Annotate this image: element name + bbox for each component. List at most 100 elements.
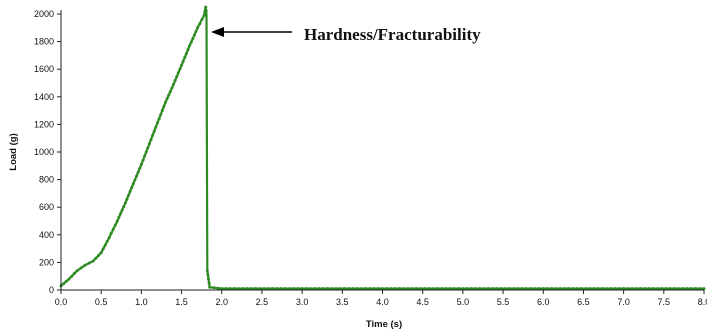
data-point [300, 287, 304, 291]
data-point [131, 182, 135, 186]
data-point [474, 287, 478, 291]
data-point [592, 287, 596, 291]
data-point [212, 286, 216, 290]
data-point [254, 287, 258, 291]
x-tick-label: 1.5 [175, 297, 188, 307]
data-point [198, 22, 202, 26]
data-point [681, 287, 685, 291]
data-point [200, 18, 204, 21]
data-point [537, 287, 541, 291]
data-point [103, 243, 107, 247]
data-point [672, 287, 676, 291]
data-point [287, 287, 291, 291]
y-tick-label: 1600 [34, 64, 54, 74]
x-tick-label: 7.0 [617, 297, 630, 307]
data-point [503, 287, 507, 291]
data-point [202, 13, 206, 17]
data-point [444, 287, 448, 291]
data-point [258, 287, 262, 291]
data-point [541, 287, 545, 291]
data-point [402, 287, 406, 291]
data-point [469, 287, 473, 291]
data-point [304, 287, 308, 291]
data-point [279, 287, 283, 291]
data-point [292, 287, 296, 291]
x-tick-label: 5.0 [457, 297, 470, 307]
data-point [271, 287, 274, 291]
data-point [180, 63, 184, 67]
data-point [698, 287, 702, 291]
data-point [486, 287, 490, 291]
data-point [368, 287, 372, 291]
data-point [567, 287, 571, 291]
data-point [410, 287, 414, 291]
data-point [159, 113, 163, 117]
y-tick-label: 1800 [34, 37, 54, 47]
series-line-0 [60, 6, 704, 290]
x-tick-label: 5.5 [497, 297, 510, 307]
y-tick-label: 1000 [34, 147, 54, 157]
data-point [188, 44, 192, 48]
data-point [101, 247, 105, 251]
data-point [144, 150, 148, 154]
data-point [109, 231, 113, 235]
data-point [381, 287, 384, 291]
data-point [647, 287, 651, 291]
data-point [128, 190, 132, 193]
data-point [431, 287, 435, 291]
data-point [448, 287, 452, 291]
data-point [122, 205, 126, 209]
data-point [393, 287, 397, 291]
x-axis-ticks: 0.0 0.5 1.0 1.5 2.0 2.5 3.0 3.5 4.0 4.5 5.0 5.5 6.0 6… [55, 290, 707, 307]
data-point [117, 215, 121, 219]
x-tick-label: 4.0 [376, 297, 389, 307]
data-point [113, 223, 117, 227]
data-point [702, 287, 706, 291]
data-point [175, 75, 179, 79]
data-point [685, 287, 689, 291]
data-point [436, 287, 439, 291]
data-point [283, 287, 287, 291]
data-point [207, 281, 211, 285]
data-point [204, 9, 208, 13]
x-tick-label: 8.0 [698, 297, 707, 307]
data-point [191, 37, 195, 41]
data-point [465, 287, 469, 291]
data-point [364, 287, 368, 291]
data-point [617, 287, 621, 291]
data-point [173, 79, 177, 82]
data-point [677, 287, 681, 291]
data-point [596, 287, 600, 291]
data-point [141, 158, 145, 162]
y-axis-label: Load (g) [8, 133, 19, 170]
data-point [120, 208, 124, 212]
data-point [461, 287, 465, 291]
data-point [656, 287, 659, 291]
data-point [668, 287, 672, 291]
x-axis-label: Time (s) [366, 319, 402, 330]
data-point [571, 287, 575, 291]
y-tick-label: 800 [39, 175, 54, 185]
data-point [172, 82, 175, 86]
data-point [588, 287, 592, 291]
data-point [72, 271, 76, 275]
data-point [139, 162, 143, 166]
data-point [164, 100, 167, 104]
data-point [154, 125, 158, 129]
data-point [162, 105, 166, 108]
x-tick-label: 3.5 [336, 297, 349, 307]
y-tick-label: 1200 [34, 119, 54, 129]
x-tick-label: 6.0 [537, 297, 550, 307]
series-points [59, 5, 706, 291]
data-point [664, 287, 668, 291]
data-point [220, 287, 224, 291]
data-point [419, 287, 423, 291]
data-point [634, 287, 638, 291]
x-tick-label: 6.5 [577, 297, 590, 307]
data-point [427, 287, 431, 291]
data-point [533, 287, 537, 291]
x-tick-label: 4.5 [416, 297, 429, 307]
data-point [192, 33, 196, 37]
y-tick-label: 0 [49, 285, 54, 295]
data-point [136, 170, 140, 174]
